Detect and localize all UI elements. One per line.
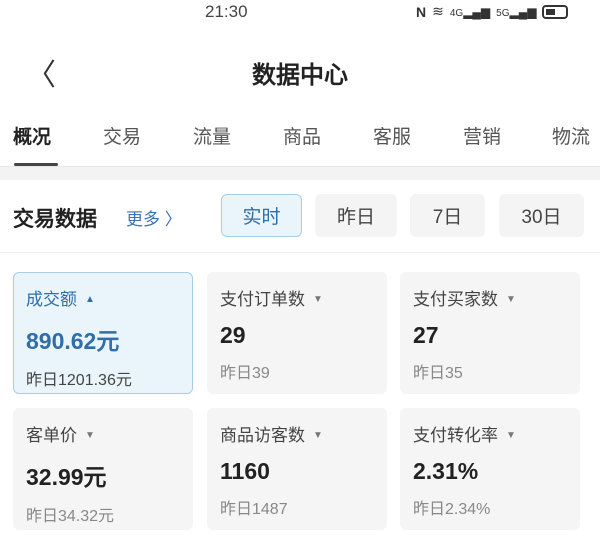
metric-label: 支付订单数 ▼ xyxy=(220,290,323,309)
caret-down-icon: ▼ xyxy=(313,294,323,305)
section-divider xyxy=(0,166,600,180)
metric-card-conversion[interactable]: 支付转化率 ▼ 2.31% 昨日2.34% xyxy=(400,408,580,530)
metric-value: 1160 xyxy=(220,458,270,484)
battery-icon xyxy=(542,4,569,19)
tab-indicator xyxy=(14,163,58,166)
period-7d[interactable]: 7日 xyxy=(410,194,485,237)
tab-trade[interactable]: 交易 xyxy=(103,127,142,148)
period-realtime[interactable]: 实时 xyxy=(221,194,302,237)
metric-label: 支付买家数 ▼ xyxy=(413,290,516,309)
tab-overview[interactable]: 概况 xyxy=(13,127,52,148)
divider xyxy=(0,252,600,253)
signal-5g-icon: 5G▂▄▆ xyxy=(496,4,537,19)
caret-down-icon: ▼ xyxy=(506,294,516,305)
metric-previous: 昨日34.32元 xyxy=(26,508,115,525)
section-title: 交易数据 xyxy=(13,208,97,231)
metric-previous: 昨日39 xyxy=(220,365,270,382)
metric-label: 商品访客数 ▼ xyxy=(220,426,323,445)
signal-4g-icon: 4G▂▄▆ xyxy=(449,4,491,19)
status-icons: N ≋ 4G▂▄▆ 5G▂▄▆ xyxy=(416,3,569,20)
metric-previous: 昨日2.34% xyxy=(413,501,491,518)
metric-value: 29 xyxy=(220,322,246,348)
metric-value: 27 xyxy=(413,322,439,348)
metric-card-visitors[interactable]: 商品访客数 ▼ 1160 昨日1487 xyxy=(207,408,387,530)
chevron-left-icon[interactable]: 〈 xyxy=(26,59,56,92)
metric-value: 32.99元 xyxy=(26,464,107,490)
metric-card-buyers[interactable]: 支付买家数 ▼ 27 昨日35 xyxy=(400,272,580,394)
more-link[interactable]: 更多 〉 xyxy=(126,210,182,229)
metric-previous: 昨日1487 xyxy=(220,501,288,518)
period-yesterday[interactable]: 昨日 xyxy=(315,194,397,237)
period-30d[interactable]: 30日 xyxy=(499,194,584,237)
caret-down-icon: ▼ xyxy=(506,430,516,441)
tab-bar: 概况 交易 流量 商品 客服 营销 物流 xyxy=(0,122,600,166)
metric-value: 890.62元 xyxy=(26,328,120,354)
tab-traffic[interactable]: 流量 xyxy=(193,127,232,148)
tab-service[interactable]: 客服 xyxy=(373,127,412,148)
metric-label: 支付转化率 ▼ xyxy=(413,426,516,445)
metric-card-orders[interactable]: 支付订单数 ▼ 29 昨日39 xyxy=(207,272,387,394)
metric-card-gmv[interactable]: 成交额 ▲ 890.62元 昨日1201.36元 xyxy=(13,272,193,394)
tab-products[interactable]: 商品 xyxy=(283,127,322,148)
metric-label: 成交额 ▲ xyxy=(26,290,95,309)
metric-previous: 昨日1201.36元 xyxy=(26,372,132,389)
caret-up-icon: ▲ xyxy=(85,294,95,305)
metric-card-avg-order[interactable]: 客单价 ▼ 32.99元 昨日34.32元 xyxy=(13,408,193,530)
status-time: 21:30 xyxy=(205,2,248,21)
tab-logistics[interactable]: 物流 xyxy=(552,127,591,148)
page-title: 数据中心 xyxy=(252,62,348,89)
metric-previous: 昨日35 xyxy=(413,365,463,382)
tab-marketing[interactable]: 营销 xyxy=(463,127,502,148)
wifi-icon: ≋ xyxy=(432,3,444,19)
metric-value: 2.31% xyxy=(413,458,479,484)
caret-down-icon: ▼ xyxy=(85,430,95,441)
metric-label: 客单价 ▼ xyxy=(26,426,95,445)
nfc-icon: N xyxy=(416,3,427,20)
caret-down-icon: ▼ xyxy=(313,430,323,441)
